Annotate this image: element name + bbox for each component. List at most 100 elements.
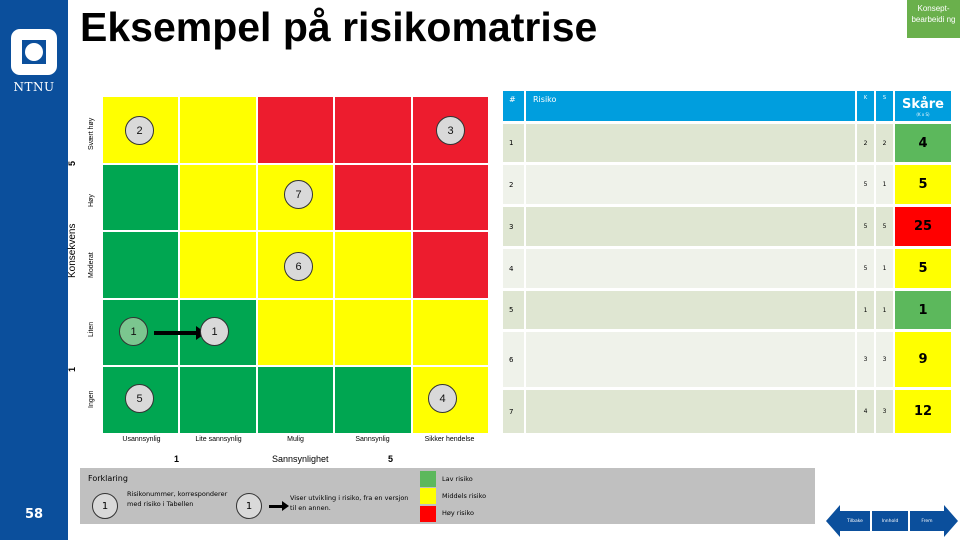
risk-matrix: [103, 97, 488, 433]
matrix-cell: [103, 232, 179, 298]
y-level-hoy: Høy: [88, 194, 95, 207]
row-k: 2: [857, 124, 874, 162]
row-s: 3: [876, 390, 893, 433]
risk-marker-1[interactable]: 1: [200, 317, 229, 346]
row-risk[interactable]: [526, 124, 855, 162]
page-number: 58: [24, 507, 44, 522]
row-num: 2: [503, 165, 524, 204]
legend-risk-number-sample: 1: [92, 493, 118, 519]
row-score: 4: [895, 124, 951, 162]
risk-marker-1-previous[interactable]: 1: [119, 317, 148, 346]
matrix-cell: [412, 164, 488, 231]
ntnu-logo-icon: [11, 29, 57, 75]
legend-title: Forklaring: [88, 474, 128, 483]
legend-swatch-low: [420, 471, 436, 487]
table-row[interactable]: 7 4 3 12: [503, 390, 952, 433]
matrix-cell: [335, 232, 411, 298]
matrix-cell: [257, 97, 334, 163]
y-axis-max: 5: [67, 160, 77, 166]
x-level-lite-sannsynlig: Lite sannsynlig: [195, 436, 242, 443]
matrix-cell: [257, 367, 334, 433]
section-badge: Konsept-bearbeidi ng: [907, 0, 960, 38]
row-k: 5: [857, 165, 874, 204]
risk-marker-3[interactable]: 3: [436, 116, 465, 145]
risk-marker-6[interactable]: 6: [284, 252, 313, 281]
x-level-sikker-hendelse: Sikker hendelse: [424, 436, 475, 443]
table-row[interactable]: 1 2 2 4: [503, 124, 952, 162]
matrix-cell: [335, 97, 411, 163]
row-s: 5: [876, 207, 893, 246]
legend-label-low: Lav risiko: [442, 475, 473, 483]
row-risk[interactable]: [526, 291, 855, 329]
row-num: 1: [503, 124, 524, 162]
header-risk: Risiko: [526, 91, 855, 121]
legend-swatch-medium: [420, 488, 436, 504]
row-k: 5: [857, 249, 874, 288]
header-k: K: [857, 91, 874, 121]
risk-marker-4[interactable]: 4: [428, 384, 457, 413]
row-risk[interactable]: [526, 332, 855, 387]
row-risk[interactable]: [526, 249, 855, 288]
row-risk[interactable]: [526, 165, 855, 204]
row-s: 1: [876, 249, 893, 288]
header-s: S: [876, 91, 893, 121]
row-s: 2: [876, 124, 893, 162]
risk-table: # Risiko K S Skåre (K x S) 1 2 2 4 2 5 1…: [503, 91, 952, 436]
legend-trend-sample: 1: [236, 493, 262, 519]
matrix-cell: [335, 299, 411, 366]
table-row[interactable]: 3 5 5 25: [503, 207, 952, 246]
risk-marker-2[interactable]: 2: [125, 116, 154, 145]
row-risk[interactable]: [526, 207, 855, 246]
row-risk[interactable]: [526, 390, 855, 433]
row-num: 6: [503, 332, 524, 387]
row-num: 4: [503, 249, 524, 288]
matrix-cell: [180, 164, 256, 231]
row-score: 25: [895, 207, 951, 246]
row-score: 5: [895, 249, 951, 288]
x-axis-min: 1: [174, 454, 180, 464]
row-score: 5: [895, 165, 951, 204]
risk-marker-5[interactable]: 5: [125, 384, 154, 413]
row-score: 9: [895, 332, 951, 387]
back-arrow-icon[interactable]: [826, 505, 840, 537]
matrix-cell: [257, 299, 334, 366]
matrix-cell: [180, 97, 256, 163]
row-score: 12: [895, 390, 951, 433]
matrix-cell: [180, 232, 256, 298]
header-score-formula: (K x S): [916, 112, 930, 117]
x-level-sannsynlig: Sannsynlig: [355, 436, 390, 443]
y-level-liten: Liten: [88, 321, 95, 337]
row-num: 7: [503, 390, 524, 433]
matrix-cell: [335, 367, 411, 433]
table-row[interactable]: 4 5 1 5: [503, 249, 952, 288]
forward-arrow-icon[interactable]: [944, 505, 958, 537]
matrix-cell: [412, 232, 488, 298]
row-score: 1: [895, 291, 951, 329]
table-row[interactable]: 6 3 3 9: [503, 332, 952, 387]
header-score-label: Skåre: [901, 97, 944, 112]
row-k: 1: [857, 291, 874, 329]
x-axis-title: Sannsynlighet: [272, 454, 329, 464]
x-level-usannsynlig: Usannsynlig: [122, 436, 161, 443]
logo-text: NTNU: [13, 80, 55, 94]
back-button[interactable]: Tilbake: [840, 511, 870, 531]
page-title: Eksempel på risikomatrise: [80, 4, 598, 50]
risk-marker-7[interactable]: 7: [284, 180, 313, 209]
row-s: 3: [876, 332, 893, 387]
sidebar: NTNU 58: [0, 0, 68, 540]
legend-label-high: Høy risiko: [442, 509, 474, 517]
forward-button[interactable]: Frem: [910, 511, 944, 531]
row-num: 5: [503, 291, 524, 329]
table-header-row: # Risiko K S Skåre (K x S): [503, 91, 952, 121]
contents-button[interactable]: Innhold: [872, 511, 908, 531]
matrix-cell: [103, 164, 179, 231]
legend-panel: Forklaring 1 Risikonummer, korrespondere…: [80, 468, 815, 524]
table-row[interactable]: 5 1 1 1: [503, 291, 952, 329]
row-k: 4: [857, 390, 874, 433]
row-k: 5: [857, 207, 874, 246]
row-s: 1: [876, 291, 893, 329]
legend-label-medium: Middels risiko: [442, 492, 487, 500]
y-level-moderat: Moderat: [88, 252, 95, 278]
matrix-cell: [335, 164, 411, 231]
table-row[interactable]: 2 5 1 5: [503, 165, 952, 204]
